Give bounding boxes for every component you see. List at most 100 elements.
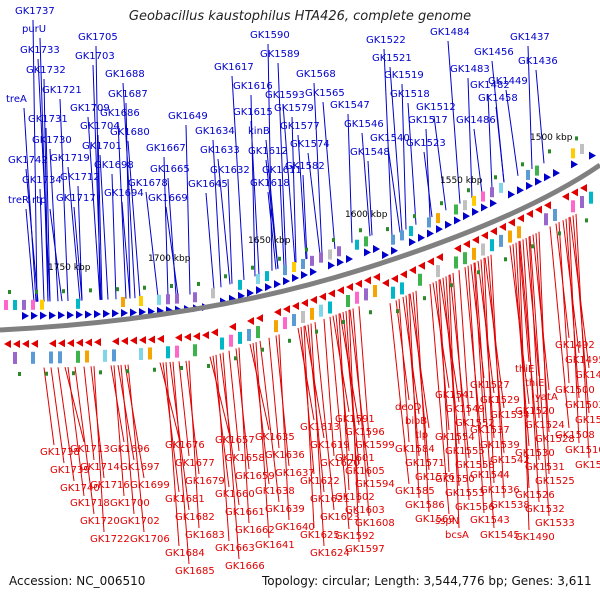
forward-gene-arrow xyxy=(238,291,245,300)
feature-color-bar xyxy=(166,346,170,359)
position-tick xyxy=(89,288,92,293)
reverse-gene-arrow xyxy=(472,235,479,244)
feature-color-bar xyxy=(418,273,422,286)
reverse-gene-label: GK1636 xyxy=(265,450,305,461)
forward-gene-leader xyxy=(117,121,127,299)
reverse-gene-arrow xyxy=(373,273,380,282)
forward-gene-label: GK1519 xyxy=(384,70,424,81)
forward-gene-leader xyxy=(97,134,103,300)
forward-gene-label: GK1521 xyxy=(372,53,412,64)
forward-gene-leader xyxy=(49,208,63,302)
feature-color-bar xyxy=(31,299,35,310)
reverse-gene-leader xyxy=(398,298,410,443)
reverse-gene-label: GK1622 xyxy=(300,476,340,487)
forward-gene-label: GK1616 xyxy=(233,81,273,92)
forward-gene-label: GK1618 xyxy=(250,178,290,189)
reverse-gene-arrow xyxy=(310,295,317,304)
reverse-gene-leader xyxy=(209,356,230,434)
reverse-gene-label: GK1533 xyxy=(535,518,575,529)
reverse-gene-label: GK1542 xyxy=(490,455,530,466)
feature-color-bar xyxy=(508,230,512,243)
forward-gene-leader xyxy=(401,83,407,230)
feature-color-bar xyxy=(139,347,143,360)
feature-color-bar xyxy=(526,169,530,180)
position-tick xyxy=(558,231,561,236)
reverse-gene-label: GK1613 xyxy=(300,422,340,433)
reverse-gene-leader xyxy=(515,242,530,489)
forward-gene-leader xyxy=(165,206,179,296)
reverse-gene-leader xyxy=(57,367,75,482)
forward-gene-arrow xyxy=(256,286,263,295)
reverse-gene-leader xyxy=(219,353,240,506)
forward-gene-arrow xyxy=(58,311,65,320)
feature-color-bar xyxy=(490,187,494,198)
reverse-gene-label: GK1720 xyxy=(80,516,120,527)
forward-gene-leader xyxy=(265,139,279,269)
forward-gene-label: GK1680 xyxy=(110,127,150,138)
forward-gene-label: GK1687 xyxy=(108,89,148,100)
feature-color-bar xyxy=(4,299,8,310)
forward-gene-label: GK1665 xyxy=(150,164,190,175)
reverse-gene-label: GK1549 xyxy=(445,404,485,415)
reverse-gene-leader xyxy=(215,354,230,542)
position-tick xyxy=(531,244,534,249)
forward-gene-leader xyxy=(307,152,321,255)
reverse-gene-label: GK1640 xyxy=(275,522,315,533)
feature-color-bar xyxy=(76,350,80,363)
forward-gene-arrow xyxy=(67,311,74,320)
position-tick xyxy=(261,347,264,352)
genome-backbone xyxy=(0,162,600,333)
position-tick xyxy=(342,320,345,325)
feature-color-bar xyxy=(13,351,17,364)
reverse-gene-arrow xyxy=(409,266,416,275)
reverse-gene-label: GK1503 xyxy=(565,400,600,411)
position-tick xyxy=(467,188,470,193)
reverse-gene-arrow xyxy=(67,339,74,348)
reverse-gene-label: GK1603 xyxy=(345,505,385,516)
reverse-gene-leader xyxy=(429,283,450,515)
reverse-gene-leader xyxy=(329,316,350,530)
reverse-gene-label: GK1527 xyxy=(470,380,510,391)
feature-color-bar xyxy=(13,299,17,310)
reverse-gene-arrow xyxy=(328,289,335,298)
forward-gene-leader xyxy=(407,102,417,225)
forward-gene-leader xyxy=(39,37,49,302)
position-tick xyxy=(116,287,119,292)
position-tick xyxy=(413,214,416,219)
reverse-gene-arrow xyxy=(364,276,371,285)
position-tick xyxy=(521,162,524,167)
forward-gene-leader xyxy=(282,103,296,264)
reverse-gene-label: GK1685 xyxy=(175,566,215,577)
position-tick xyxy=(548,149,551,154)
forward-gene-label: GK1611 xyxy=(262,165,302,176)
reverse-gene-arrow xyxy=(85,338,92,347)
forward-gene-leader xyxy=(279,178,285,267)
forward-gene-arrow xyxy=(589,151,596,160)
reverse-gene-label: GK1637 xyxy=(275,468,315,479)
forward-gene-leader xyxy=(122,82,136,299)
forward-gene-leader xyxy=(423,151,433,218)
reverse-gene-label: GK1608 xyxy=(355,518,395,529)
reverse-gene-label: GK1662 xyxy=(235,525,275,536)
reverse-gene-arrow xyxy=(4,339,11,348)
summary-text: Topology: circular; Length: 3,544,776 bp… xyxy=(262,574,592,588)
forward-gene-leader xyxy=(383,48,393,237)
feature-color-bar xyxy=(247,328,251,341)
reverse-gene-arrow xyxy=(211,328,218,337)
reverse-gene-label: GK1536 xyxy=(480,485,520,496)
forward-gene-leader xyxy=(322,101,336,250)
reverse-gene-label: GK1699 xyxy=(130,480,170,491)
reverse-gene-label: GK1500 xyxy=(555,385,595,396)
feature-color-bar xyxy=(580,144,584,154)
forward-gene-arrow xyxy=(571,160,578,169)
reverse-gene-leader xyxy=(474,262,495,529)
reverse-gene-label: GK1619 xyxy=(310,440,350,451)
reverse-gene-label: GK1641 xyxy=(255,540,295,551)
forward-gene-leader xyxy=(49,148,59,302)
position-tick xyxy=(143,285,146,290)
forward-gene-label: GK1709 xyxy=(70,103,110,114)
reverse-gene-arrow xyxy=(157,334,164,343)
forward-gene-arrow xyxy=(472,207,479,216)
position-tick xyxy=(234,356,237,361)
reverse-gene-label: GK1541 xyxy=(435,390,475,401)
